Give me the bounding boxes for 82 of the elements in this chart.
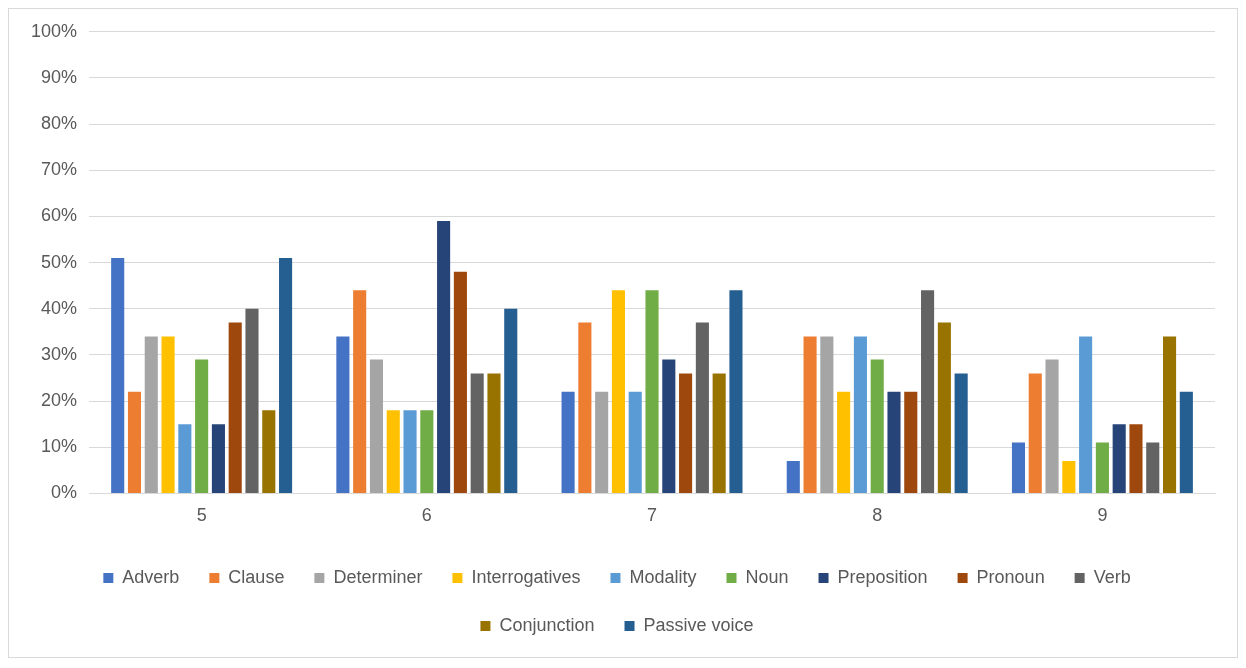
legend-label: Adverb bbox=[122, 566, 180, 587]
bar bbox=[803, 336, 817, 493]
legend-label: Verb bbox=[1093, 566, 1131, 587]
y-tick-label: 10% bbox=[41, 436, 78, 457]
bar bbox=[453, 271, 467, 493]
x-tick-label: 6 bbox=[421, 505, 432, 526]
bar bbox=[336, 336, 350, 493]
bar bbox=[195, 359, 209, 493]
bar bbox=[1028, 373, 1042, 493]
bar bbox=[1129, 424, 1143, 493]
bar bbox=[111, 257, 125, 493]
bar bbox=[178, 424, 192, 493]
legend-label: Modality bbox=[629, 566, 697, 587]
y-tick-label: 100% bbox=[30, 20, 78, 41]
bar bbox=[144, 336, 158, 493]
bar bbox=[921, 290, 935, 493]
legend-label: Preposition bbox=[837, 566, 928, 587]
bar bbox=[353, 290, 367, 493]
bar bbox=[695, 322, 709, 493]
legend-label: Interrogatives bbox=[471, 566, 581, 587]
y-tick-label: 70% bbox=[41, 159, 78, 180]
bar bbox=[837, 391, 851, 493]
bar bbox=[228, 322, 242, 493]
bar bbox=[870, 359, 884, 493]
y-tick-label: 90% bbox=[41, 66, 78, 87]
bar bbox=[954, 373, 968, 493]
legend-label: Clause bbox=[228, 566, 285, 587]
bar bbox=[611, 290, 625, 493]
y-tick-label: 20% bbox=[41, 390, 78, 411]
bar bbox=[904, 391, 918, 493]
bar bbox=[487, 373, 501, 493]
bar bbox=[578, 322, 592, 493]
bar bbox=[1179, 391, 1193, 493]
bar bbox=[386, 410, 400, 493]
bar bbox=[729, 290, 743, 493]
bar bbox=[887, 391, 901, 493]
bar bbox=[712, 373, 726, 493]
bar bbox=[245, 308, 259, 493]
bar bbox=[853, 336, 867, 493]
legend-label: Pronoun bbox=[976, 566, 1045, 587]
bar bbox=[1045, 359, 1059, 493]
bar bbox=[628, 391, 642, 493]
bar bbox=[403, 410, 417, 493]
y-tick-label: 0% bbox=[51, 482, 78, 503]
bar bbox=[504, 308, 518, 493]
bar bbox=[1112, 424, 1126, 493]
y-tick-label: 60% bbox=[41, 205, 78, 226]
x-tick-label: 8 bbox=[872, 505, 883, 526]
bar bbox=[369, 359, 384, 493]
legend-label: Conjunction bbox=[499, 614, 595, 635]
legend-label: Determiner bbox=[333, 566, 423, 587]
bar bbox=[1095, 442, 1109, 493]
bar bbox=[786, 461, 800, 493]
bar bbox=[662, 359, 676, 493]
legend-label: Passive voice bbox=[643, 614, 754, 635]
bar bbox=[820, 336, 834, 493]
legend-label: Noun bbox=[745, 566, 789, 587]
bar bbox=[161, 336, 175, 493]
bar bbox=[279, 257, 293, 493]
y-tick-label: 50% bbox=[41, 251, 78, 272]
bar bbox=[262, 410, 276, 493]
bar bbox=[1079, 336, 1093, 493]
bar bbox=[645, 290, 659, 493]
x-tick-label: 9 bbox=[1097, 505, 1108, 526]
y-tick-label: 80% bbox=[41, 113, 78, 134]
bar bbox=[1062, 461, 1076, 493]
bar bbox=[561, 391, 575, 493]
bar bbox=[437, 221, 451, 493]
x-tick-label: 7 bbox=[647, 505, 658, 526]
bar bbox=[211, 424, 225, 493]
bar bbox=[127, 391, 142, 493]
bar bbox=[1011, 442, 1026, 493]
bar bbox=[470, 373, 484, 493]
bar bbox=[937, 322, 951, 493]
y-tick-label: 30% bbox=[41, 343, 78, 364]
bar bbox=[679, 373, 693, 493]
x-tick-label: 5 bbox=[196, 505, 207, 526]
y-tick-label: 40% bbox=[41, 297, 78, 318]
bar bbox=[1146, 442, 1160, 493]
bar bbox=[595, 391, 609, 493]
bar bbox=[420, 410, 434, 493]
bar bbox=[1163, 336, 1177, 493]
